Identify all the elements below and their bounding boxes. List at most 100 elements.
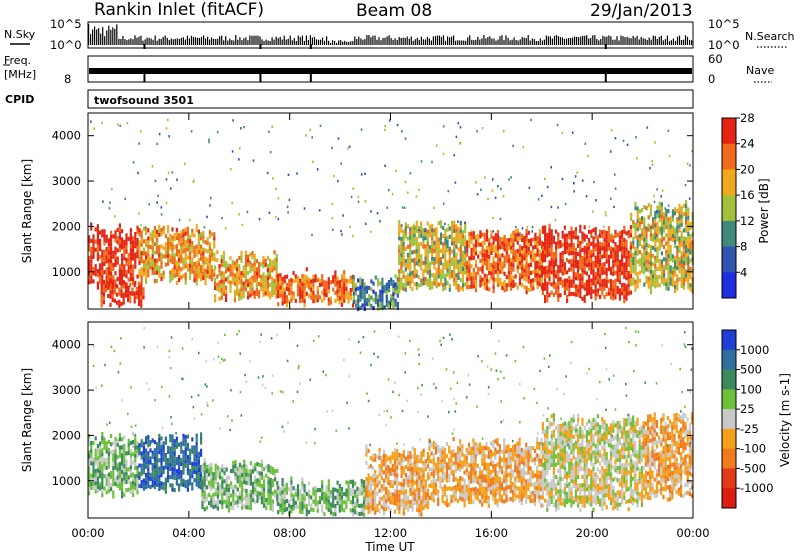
range-cell (189, 469, 191, 473)
range-cell (145, 477, 147, 481)
range-cell (449, 276, 451, 280)
nsky-bar (88, 24, 89, 45)
range-cell (537, 240, 539, 244)
range-cell (306, 504, 308, 508)
range-cell (433, 245, 435, 249)
range-cell (243, 476, 245, 480)
range-cell (398, 498, 400, 502)
range-cell (110, 487, 112, 491)
range-cell (411, 242, 413, 246)
range-cell (223, 284, 225, 288)
range-cell (149, 261, 151, 265)
range-cell (374, 454, 376, 458)
nsky-bar (411, 37, 412, 46)
range-cell (210, 463, 212, 467)
range-cell (361, 487, 363, 491)
range-cell (639, 222, 641, 226)
nsky-bar (544, 40, 545, 45)
range-cell (429, 278, 431, 282)
scatter-cell (275, 216, 277, 218)
range-cell (178, 443, 180, 447)
range-cell (312, 295, 314, 299)
range-cell (654, 223, 656, 227)
nsky-bar (473, 40, 474, 45)
range-cell (134, 486, 136, 490)
range-cell (229, 281, 231, 285)
range-cell (156, 442, 158, 446)
range-cell (577, 260, 579, 264)
range-cell (97, 485, 99, 489)
range-cell (295, 505, 297, 509)
range-cell (683, 265, 685, 269)
range-cell (396, 465, 398, 469)
range-cell (147, 451, 149, 455)
range-cell (215, 480, 217, 484)
scatter-cell (458, 122, 460, 124)
range-cell (229, 272, 231, 276)
nsky-bar (409, 39, 410, 45)
range-cell (187, 455, 189, 459)
nsky-bar (344, 41, 345, 45)
range-cell (603, 254, 605, 258)
range-cell (138, 447, 140, 451)
range-cell (678, 249, 680, 253)
range-cell (141, 472, 143, 476)
range-cell (225, 290, 227, 294)
range-cell (420, 468, 422, 472)
range-cell (501, 245, 503, 249)
range-cell (628, 234, 630, 238)
range-cell (650, 278, 652, 282)
range-cell (147, 464, 149, 468)
range-cell (488, 247, 490, 251)
range-cell (403, 258, 405, 262)
range-cell (612, 247, 614, 251)
range-cell (685, 221, 687, 225)
range-cell (132, 481, 134, 485)
range-cell (414, 270, 416, 274)
range-cell (245, 473, 247, 477)
range-cell (130, 232, 132, 236)
range-cell (308, 282, 310, 286)
range-cell (269, 271, 271, 275)
range-cell (656, 206, 658, 210)
range-cell (343, 508, 345, 512)
range-cell (245, 271, 247, 275)
range-cell (420, 226, 422, 230)
range-cell (288, 500, 290, 504)
range-cell (455, 286, 457, 290)
range-cell (407, 475, 409, 479)
range-cell (132, 265, 134, 269)
range-cell (687, 228, 689, 232)
range-cell (449, 259, 451, 263)
range-cell (185, 435, 187, 439)
range-cell (407, 500, 409, 504)
range-cell (597, 252, 599, 256)
range-cell (570, 259, 572, 263)
range-cell (97, 273, 99, 277)
range-cell (99, 474, 101, 478)
range-cell (392, 464, 394, 468)
range-cell (409, 272, 411, 276)
range-cell (637, 252, 639, 256)
range-cell (392, 501, 394, 505)
range-cell (433, 498, 435, 502)
range-cell (169, 275, 171, 279)
scatter-cell (333, 175, 335, 177)
range-cell (625, 272, 627, 276)
range-cell (256, 495, 258, 499)
freq-gaps (143, 74, 606, 82)
range-cell (428, 459, 430, 463)
range-cell (176, 482, 178, 486)
range-cell (400, 245, 402, 249)
range-cell (189, 481, 191, 485)
range-cell (332, 492, 334, 496)
nsky-bar (687, 37, 688, 45)
range-cell (433, 257, 435, 261)
range-cell (210, 487, 212, 491)
range-cell (167, 479, 169, 483)
range-cell (530, 263, 532, 267)
range-cell (141, 259, 143, 263)
range-cell (674, 232, 676, 236)
range-cell (656, 259, 658, 263)
range-cell (490, 243, 492, 247)
